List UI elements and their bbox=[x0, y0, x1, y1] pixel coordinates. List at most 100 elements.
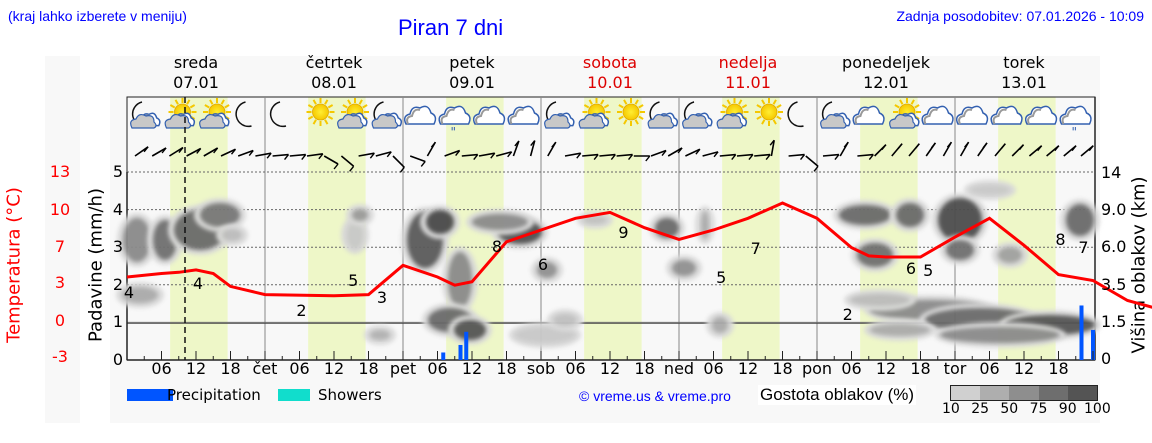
day-date: 13.01 bbox=[1001, 73, 1047, 92]
x-tick-label: 06 bbox=[427, 359, 448, 378]
wind-barb bbox=[306, 152, 323, 157]
day-date: 11.01 bbox=[725, 73, 771, 92]
temperature-tick: 7 bbox=[54, 237, 66, 256]
cloud-density-blob bbox=[946, 240, 974, 260]
x-tick-label: 18 bbox=[634, 359, 655, 378]
moon-icon bbox=[269, 101, 287, 128]
precipitation-tick: 5 bbox=[112, 162, 124, 181]
cloud-density-blob bbox=[347, 221, 363, 249]
day-label-6: torek 13.01 bbox=[964, 53, 1084, 93]
cloud-density-blob bbox=[123, 218, 151, 262]
x-tick-label: 12 bbox=[323, 359, 345, 378]
density-scale-label: 75 bbox=[1029, 401, 1048, 417]
wind-barb bbox=[409, 155, 426, 163]
temperature-value-label: 4 bbox=[193, 274, 203, 293]
sun-cloud-icon bbox=[889, 98, 921, 129]
copyright-link[interactable]: © vreme.us & vreme.pro bbox=[579, 388, 731, 404]
wind-barb bbox=[599, 153, 616, 157]
wind-barb bbox=[857, 153, 874, 157]
location-hint-link[interactable]: (kraj lahko izberete v meniju) bbox=[8, 8, 187, 24]
showers-legend-label: Showers bbox=[318, 386, 382, 404]
cloud-height-tick: 1.5 bbox=[1101, 312, 1127, 331]
day-date: 07.01 bbox=[173, 73, 219, 92]
wind-barb bbox=[512, 140, 520, 157]
day-name: četrtek bbox=[305, 53, 363, 72]
x-tick-label: 12 bbox=[1013, 359, 1035, 378]
svg-text:": " bbox=[451, 125, 457, 139]
wind-barb bbox=[289, 153, 306, 157]
x-tick-label: 18 bbox=[1048, 359, 1069, 378]
precipitation-tick: 2 bbox=[112, 274, 124, 294]
temperature-value-label: 4 bbox=[124, 283, 134, 302]
wind-barb bbox=[529, 140, 536, 157]
cloud-height-tick: 9.0 bbox=[1101, 200, 1127, 219]
x-tick-label: 18 bbox=[220, 359, 241, 378]
wind-barb bbox=[323, 155, 339, 165]
day-name: ponedeljek bbox=[842, 53, 930, 72]
density-scale-label: 100 bbox=[1084, 401, 1111, 417]
wind-barb bbox=[667, 147, 683, 157]
precipitation-tick: 4 bbox=[112, 199, 124, 219]
temp-axis-panel bbox=[45, 56, 80, 423]
temperature-value-label: 6 bbox=[538, 255, 548, 274]
cloud-density-blob bbox=[553, 314, 577, 326]
moon-cloud-icon bbox=[544, 101, 575, 129]
wind-barb bbox=[478, 152, 495, 157]
cloud-icon bbox=[921, 105, 954, 125]
precipitation-swatch bbox=[127, 389, 173, 401]
moon-cloud-icon bbox=[820, 101, 851, 129]
sun-icon bbox=[617, 98, 645, 126]
temperature-line bbox=[126, 201, 1152, 309]
wind-barb bbox=[616, 153, 633, 157]
precipitation-tick: 0 bbox=[112, 350, 124, 369]
wind-barb bbox=[770, 140, 775, 157]
cloud-density-blob bbox=[850, 294, 910, 306]
precipitation-bar bbox=[464, 331, 469, 360]
cloud-density-blob bbox=[1066, 204, 1094, 236]
day-date: 12.01 bbox=[863, 73, 909, 92]
precipitation-bar bbox=[1079, 305, 1084, 360]
cloud-density-blob bbox=[583, 216, 607, 224]
density-swatch bbox=[980, 386, 1010, 400]
x-tick-label: 12 bbox=[185, 359, 207, 378]
x-tick-label: 06 bbox=[289, 359, 310, 378]
cloud-density-blob bbox=[454, 320, 486, 340]
wind-barb bbox=[220, 148, 236, 157]
cloud-rain-icon: " bbox=[1059, 105, 1092, 139]
wind-barb bbox=[186, 147, 202, 157]
wind-barb bbox=[461, 153, 478, 157]
cloud-height-tick: 3.5 bbox=[1101, 275, 1127, 294]
day-label-0: sreda 07.01 bbox=[136, 53, 256, 93]
temperature-tick: -3 bbox=[52, 347, 68, 366]
temperature-value-label: 9 bbox=[618, 223, 628, 242]
cloud-icon bbox=[1024, 105, 1058, 125]
sun-cloud-icon bbox=[164, 98, 197, 129]
cloud-density-blob bbox=[970, 185, 1010, 195]
cloud-density-blob bbox=[938, 198, 982, 242]
cloud-density-blob bbox=[200, 203, 240, 227]
cloud-density-blob bbox=[701, 211, 709, 239]
sun-cloud-icon bbox=[199, 98, 231, 129]
precipitation-bar bbox=[441, 352, 446, 360]
density-swatch bbox=[951, 386, 981, 400]
sun-cloud-icon bbox=[337, 98, 369, 129]
wind-barb bbox=[203, 147, 219, 157]
cloud-height-tick: 0 bbox=[1101, 349, 1112, 368]
x-tick-label: 18 bbox=[910, 359, 931, 378]
cloud-density-blob bbox=[370, 330, 390, 340]
day-name: petek bbox=[449, 53, 495, 72]
wind-barb bbox=[340, 155, 355, 167]
page-title: Piran 7 dni bbox=[398, 15, 504, 40]
temperature-value-label: 3 bbox=[377, 288, 387, 307]
x-tick-label: tor bbox=[943, 359, 967, 378]
cloud-height-tick: 14 bbox=[1101, 163, 1122, 182]
day-date: 10.01 bbox=[587, 73, 633, 92]
cloud-density-blob bbox=[672, 260, 696, 276]
precipitation-legend-label: Precipitation bbox=[167, 386, 261, 404]
wind-barb bbox=[168, 146, 184, 157]
wind-barb bbox=[255, 152, 272, 157]
sun-icon bbox=[755, 98, 783, 126]
day-name: nedelja bbox=[718, 53, 778, 72]
temperature-value-label: 8 bbox=[492, 237, 502, 256]
temperature-tick: 3 bbox=[54, 273, 66, 292]
